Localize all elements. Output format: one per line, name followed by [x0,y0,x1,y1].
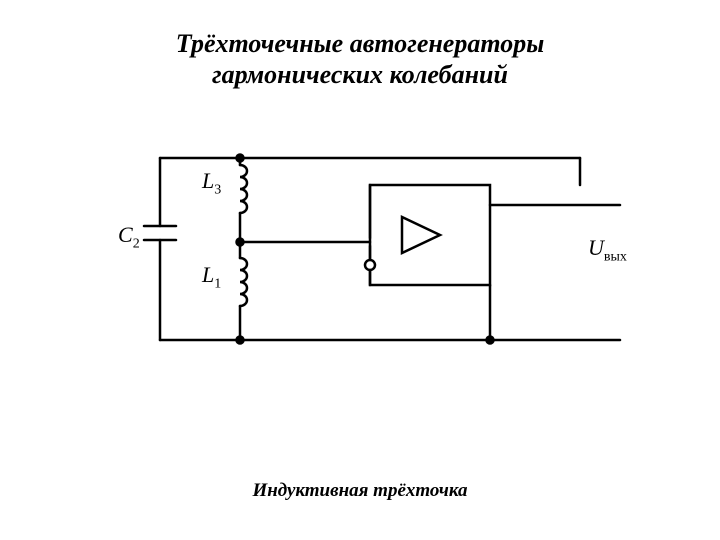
title-line1: Трёхточечные автогенераторы [176,29,545,58]
label-c2-letter: C [118,222,133,247]
label-uout-letter: U [588,235,604,260]
label-l3-letter: L [202,168,214,193]
title-line2: гармонических колебаний [0,59,720,90]
label-c2: C2 [118,222,140,252]
label-uout: Uвых [588,235,627,265]
label-l3: L3 [202,168,221,198]
label-l1-sub: 1 [214,276,221,291]
page-title: Трёхточечные автогенераторы гармонически… [0,0,720,90]
label-l1-letter: L [202,262,214,287]
diagram-caption: Индуктивная трёхточка [0,480,720,502]
label-c2-sub: 2 [133,236,140,251]
label-uout-sub: вых [604,249,627,264]
label-l1: L1 [202,262,221,292]
circuit-diagram: C2 L3 L1 Uвых [60,130,660,430]
label-l3-sub: 3 [214,182,221,197]
